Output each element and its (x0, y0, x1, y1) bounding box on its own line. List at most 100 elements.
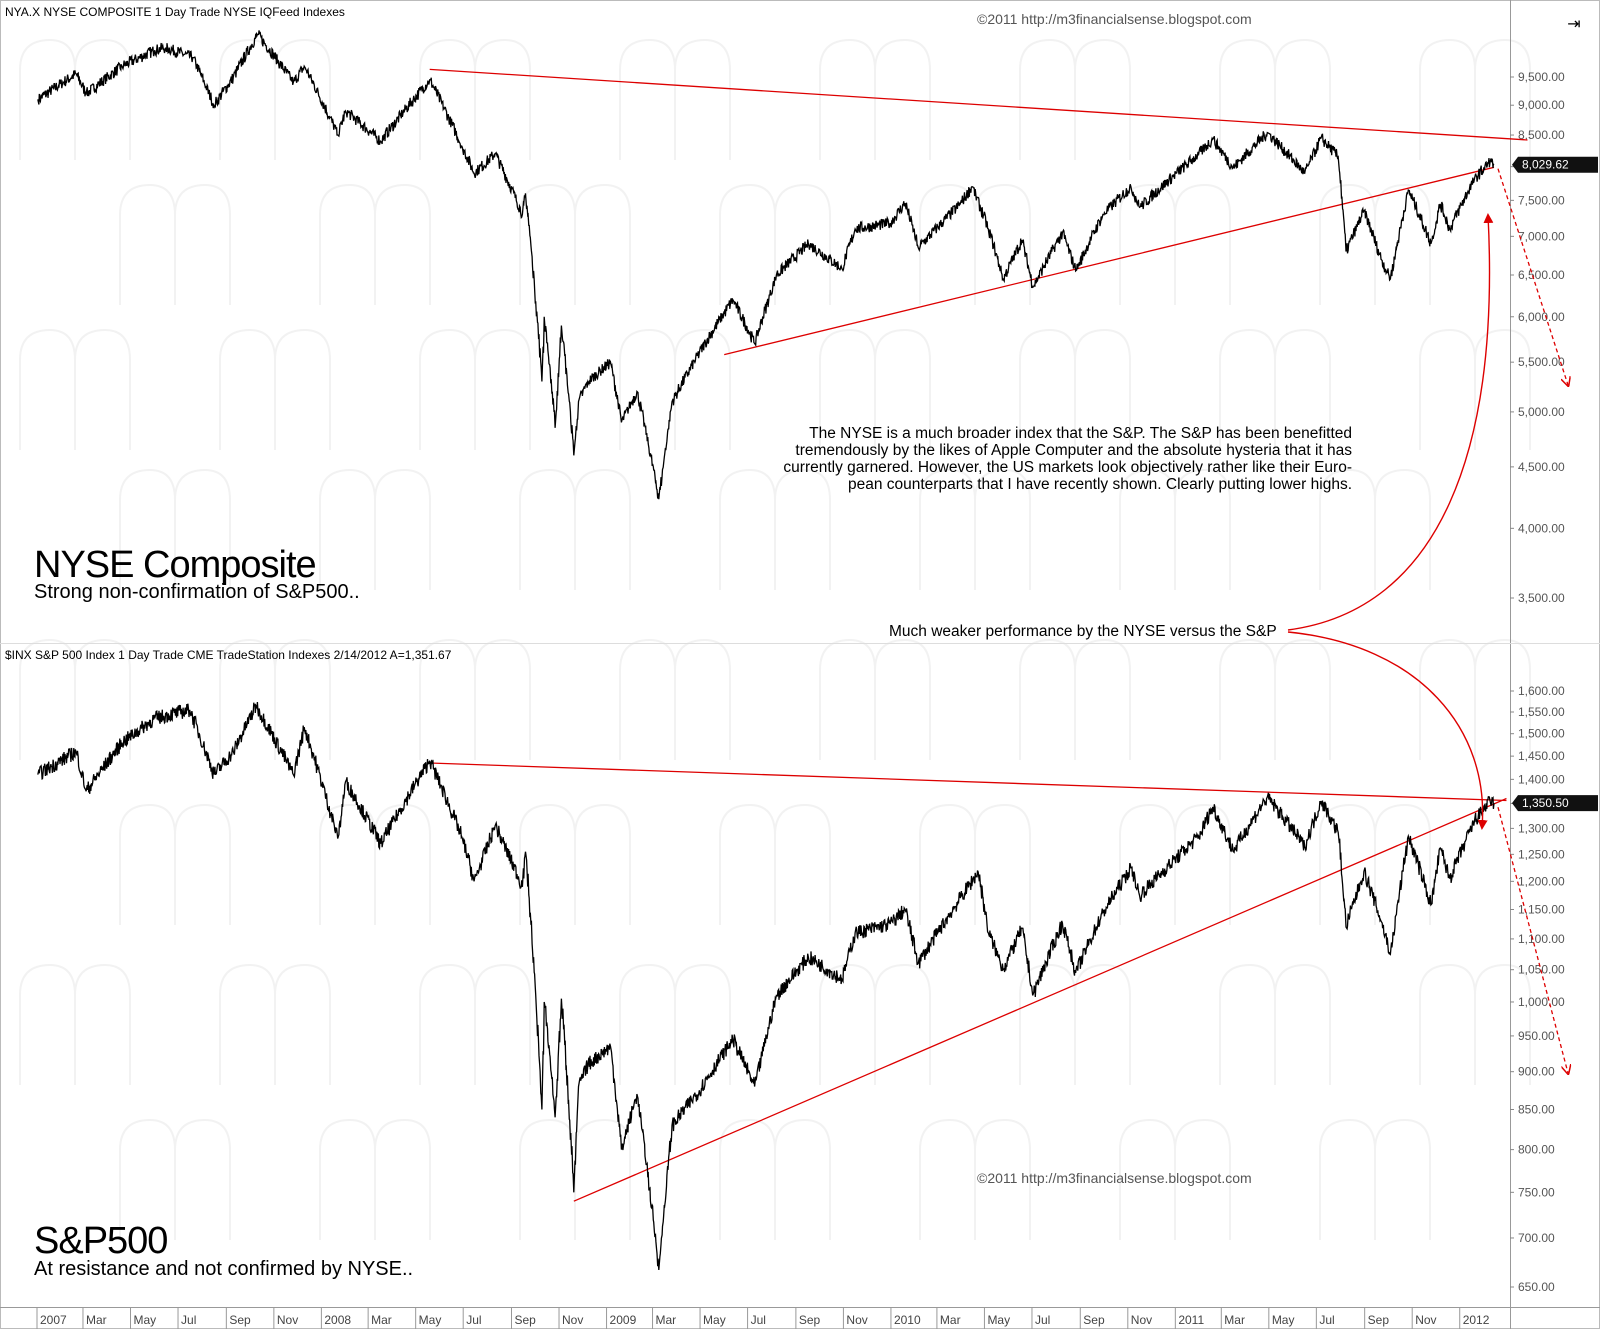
watermark-logo (719, 803, 831, 925)
watermark-logo (819, 38, 931, 160)
watermark-logo (719, 468, 831, 590)
x-tick-label: May (1272, 1313, 1295, 1327)
nyse-y-tick-label: 6,500.00 (1518, 268, 1565, 282)
x-tick-label: 2008 (324, 1313, 351, 1327)
watermark-logo (519, 803, 631, 925)
watermark-logo (819, 963, 931, 1085)
watermark-logo (1119, 183, 1231, 305)
scroll-right-button[interactable]: ⇥ (1562, 12, 1586, 34)
watermark-logo (119, 803, 231, 925)
watermark-logo (1219, 38, 1331, 160)
x-axis: 2007 Mar May Jul Sep Nov 2008 Mar May Jul Sep Nov 20… (36, 1307, 1490, 1329)
nyse-y-tick-label: 4,500.00 (1518, 460, 1565, 474)
spx-price-line (37, 702, 1495, 1270)
spx-y-tick-label: 1,550.00 (1518, 705, 1565, 719)
watermark-logo (219, 963, 331, 1085)
nyse-y-tick-label: 4,000.00 (1518, 521, 1565, 535)
nyse-panel-subtitle: Strong non-confirmation of S&P500.. (34, 581, 360, 603)
watermark (19, 38, 1531, 1240)
spx-panel: $INX S&P 500 Index 1 Day Trade CME Trade… (5, 648, 1598, 1294)
x-tick-label: Nov (277, 1313, 298, 1327)
callout-text: Much weaker performance by the NYSE vers… (889, 623, 1277, 640)
watermark-logo (719, 183, 831, 305)
x-tick-label: Mar (1224, 1313, 1245, 1327)
spx-y-tick-label: 1,450.00 (1518, 749, 1565, 763)
x-tick-label: 2011 (1178, 1313, 1204, 1327)
watermark-logo (919, 183, 1031, 305)
nyse-last-value: 8,029.62 (1522, 158, 1569, 172)
nyse-trendlines (429, 68, 1528, 356)
nyse-y-axis: 9,500.009,000.008,500.008,000.007,500.00… (1510, 70, 1565, 605)
annotation-line-3: currently garnered. However, the US mark… (783, 459, 1352, 476)
x-tick-label: Nov (1131, 1313, 1152, 1327)
spx-y-tick-label: 1,000.00 (1518, 995, 1565, 1009)
watermark-logo (319, 183, 431, 305)
x-tick-label: Mar (656, 1313, 677, 1327)
nyse-last-value-marker: 8,029.62 (1512, 156, 1598, 173)
spx-y-tick-label: 850.00 (1518, 1103, 1555, 1117)
x-tick-label: Sep (1368, 1313, 1390, 1327)
nyse-y-tick-label: 6,000.00 (1518, 310, 1565, 324)
spx-y-tick-label: 1,500.00 (1518, 727, 1565, 741)
x-tick-label: May (419, 1313, 442, 1327)
watermark-logo (219, 328, 331, 450)
watermark-logo (1119, 803, 1231, 925)
watermark-logo (1319, 1118, 1431, 1240)
x-tick-label: Jul (1035, 1313, 1050, 1327)
x-tick-label: Jul (181, 1313, 196, 1327)
spx-y-axis: 1,600.00 1,550.00 1,500.00 1,450.00 1,400.00… (1510, 684, 1565, 1294)
annotation-line-2: tremendously by the likes of Apple Compu… (795, 442, 1352, 459)
spx-projection-arrow (1497, 807, 1568, 1073)
spx-trendlines (429, 762, 1507, 1202)
watermark-logo (919, 803, 1031, 925)
x-tick-label: 2009 (610, 1313, 637, 1327)
watermark-logo (419, 38, 531, 160)
nyse-projection-arrow (1497, 168, 1568, 385)
watermark-logo (819, 328, 931, 450)
spx-y-tick-label: 650.00 (1518, 1280, 1555, 1294)
nyse-y-tick-label: 5,500.00 (1518, 355, 1565, 369)
nyse-y-tick-label: 5,000.00 (1518, 405, 1565, 419)
x-tick-label: Jul (751, 1313, 766, 1327)
watermark-logo (19, 38, 131, 160)
watermark-logo (919, 468, 1031, 590)
watermark-logo (1419, 638, 1531, 760)
watermark-logo (619, 328, 731, 450)
spx-last-value-marker: 1,350.50 (1512, 795, 1598, 812)
callout-arrow-up (1287, 213, 1494, 631)
watermark-logo (1219, 638, 1331, 760)
watermark-logo (1019, 638, 1131, 760)
watermark-logo (319, 803, 431, 925)
scroll-right-icon: ⇥ (1567, 13, 1581, 33)
watermark-logo (1419, 328, 1531, 450)
watermark-logo (519, 1118, 631, 1240)
watermark-logo (1419, 38, 1531, 160)
x-tick-label: Nov (562, 1313, 583, 1327)
spx-trendline-resistance (429, 762, 1507, 802)
spx-y-tick-label: 1,100.00 (1518, 932, 1565, 946)
spx-y-tick-label: 1,200.00 (1518, 874, 1565, 888)
watermark-logo (119, 468, 231, 590)
spx-copyright: ©2011 http://m3financialsense.blogspot.c… (977, 1170, 1252, 1186)
spx-panel-subtitle: At resistance and not confirmed by NYSE.… (34, 1258, 413, 1280)
watermark-logo (1319, 468, 1431, 590)
spx-y-tick-label: 1,050.00 (1518, 963, 1565, 977)
nyse-trendline-support (724, 166, 1495, 356)
watermark-logo (219, 638, 331, 760)
watermark-logo (419, 638, 531, 760)
watermark-logo (1319, 803, 1431, 925)
x-tick-label: 2012 (1463, 1313, 1490, 1327)
x-tick-label: 2007 (40, 1313, 67, 1327)
nyse-chart-header: NYA.X NYSE COMPOSITE 1 Day Trade NYSE IQ… (5, 5, 345, 19)
watermark-logo (919, 1118, 1031, 1240)
x-tick-label: Nov (1415, 1313, 1436, 1327)
watermark-logo (419, 328, 531, 450)
watermark-logo (1319, 183, 1431, 305)
spx-y-tick-label: 1,150.00 (1518, 903, 1565, 917)
watermark-logo (619, 963, 731, 1085)
spx-panel-title: S&P500 (34, 1220, 167, 1262)
watermark-logo (319, 468, 431, 590)
annotation-line-4: pean counterparts that I have recently s… (848, 476, 1352, 493)
nyse-y-tick-label: 9,000.00 (1518, 98, 1565, 112)
